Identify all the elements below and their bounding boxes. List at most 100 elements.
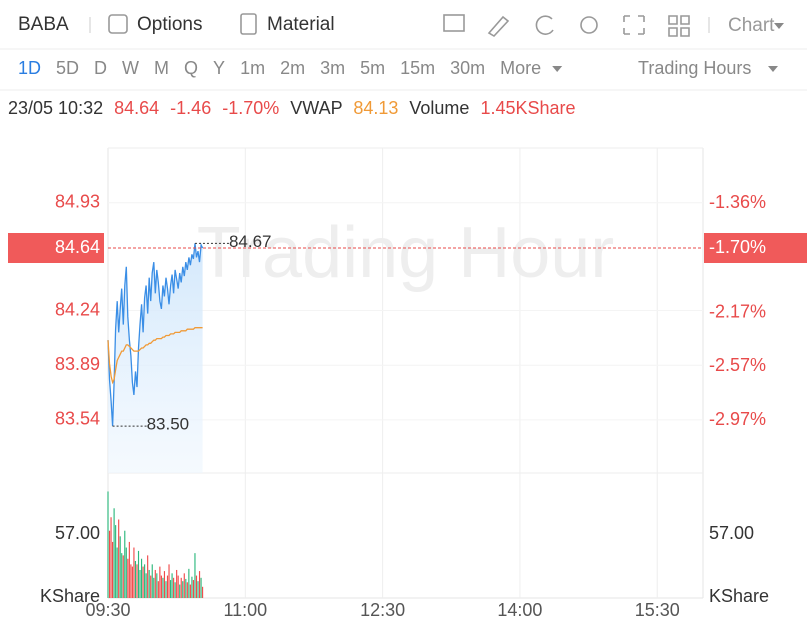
volume-bar: [163, 571, 166, 598]
period-button[interactable]: 1m: [240, 58, 265, 78]
period-button[interactable]: M: [154, 58, 169, 78]
quote-price: 84.64: [114, 98, 159, 118]
extreme-label: 83.50: [147, 415, 190, 434]
volume-bar: [202, 586, 204, 598]
volume-bar: [168, 564, 170, 598]
volume-bar: [121, 553, 123, 598]
options-icon[interactable]: [108, 14, 128, 34]
volume-bar: [173, 577, 175, 598]
volume-bar: [112, 541, 114, 598]
y2-tick-label: -2.17%: [709, 301, 766, 321]
last-price-tag: [8, 233, 104, 263]
dropdown-arrow: [774, 23, 784, 29]
period-button[interactable]: 5D: [56, 58, 79, 78]
period-button[interactable]: 1D: [18, 58, 41, 78]
volume-bar: [195, 575, 198, 598]
volume-bar: [137, 550, 140, 598]
settings-icon[interactable]: [580, 16, 598, 34]
volume-bar: [108, 530, 111, 598]
volume-bar: [166, 575, 169, 598]
volume-bar: [140, 558, 143, 598]
volume-bar: [180, 577, 182, 598]
material-button[interactable]: Material: [267, 14, 335, 35]
volume-bar: [142, 566, 144, 598]
x-tick-label: 09:30: [85, 600, 130, 620]
volume-bar: [125, 547, 127, 598]
period-button[interactable]: D: [94, 58, 107, 78]
volume-bar: [147, 555, 149, 598]
volume-bar: [154, 569, 156, 598]
period-button[interactable]: 30m: [450, 58, 485, 78]
volume-bar: [151, 564, 153, 598]
period-bar: 1D 5D D W M Q Y 1m 2m 3m 5m 15m 30m More: [18, 58, 563, 78]
volume-bar: [176, 569, 178, 598]
draw-icon[interactable]: [487, 15, 510, 38]
volume-bar: [191, 576, 193, 598]
volume-bar: [115, 525, 117, 598]
y-tick-label: 83.54: [55, 409, 100, 429]
volume-bar: [177, 575, 179, 598]
volume-bar: [174, 582, 176, 598]
volume-tick-label: 57.00: [709, 523, 754, 543]
volume-bar: [119, 536, 121, 598]
volume-bar: [200, 577, 202, 598]
layout-icon[interactable]: [668, 15, 690, 37]
volume-bar: [194, 553, 196, 598]
volume-label: Volume: [409, 98, 469, 118]
volume-bar: [165, 581, 167, 598]
volume-bar: [159, 566, 161, 598]
volume-bar: [107, 491, 109, 598]
extreme-label: 84.67: [229, 232, 272, 251]
volume-bar: [188, 568, 190, 598]
price-area: [108, 243, 203, 473]
period-button[interactable]: W: [122, 58, 139, 78]
quote-info: 23/05 10:32 84.64 -1.46 -1.70% VWAP 84.1…: [8, 98, 576, 118]
volume-bar: [156, 573, 158, 598]
period-button[interactable]: 3m: [320, 58, 345, 78]
vwap-line: [107, 327, 203, 385]
volume-bar: [130, 564, 132, 598]
quote-time: 23/05 10:32: [8, 98, 103, 118]
y2-tick-label: -2.97%: [709, 409, 766, 429]
period-button[interactable]: 2m: [280, 58, 305, 78]
period-button[interactable]: 15m: [400, 58, 435, 78]
last-price-label: 84.64: [55, 237, 100, 257]
volume-bar: [198, 571, 201, 598]
chart-type-button[interactable]: Chart: [728, 15, 775, 36]
volume-bar: [186, 582, 188, 598]
volume-bar: [148, 569, 150, 598]
volume-bar: [185, 578, 187, 598]
dropdown-arrow: [552, 66, 563, 72]
volume-bar: [136, 564, 138, 598]
quote-change: -1.46: [170, 98, 211, 118]
y-tick-label: 84.24: [55, 299, 100, 319]
indicator-icon[interactable]: [443, 14, 465, 32]
last-change-label: -1.70%: [709, 237, 766, 257]
volume-bar: [124, 530, 126, 598]
vwap-value: 84.13: [353, 98, 398, 118]
options-button[interactable]: Options: [137, 14, 202, 35]
period-button[interactable]: Q: [184, 58, 198, 78]
period-button[interactable]: More: [500, 58, 541, 78]
chart: Trading Hour 09:30 11:00 12:30 14:00 15:30 84.…: [8, 147, 807, 620]
volume-bar: [139, 569, 141, 598]
y2-tick-label: -1.36%: [709, 192, 766, 212]
volume-bar: [116, 547, 118, 598]
volume-bar: [118, 519, 120, 598]
fullscreen-icon[interactable]: [623, 15, 645, 35]
price-line: [107, 242, 204, 427]
volume-bar: [183, 573, 185, 598]
volume-bar: [192, 580, 195, 598]
refresh-icon[interactable]: [535, 15, 554, 35]
volume-bar: [145, 573, 147, 598]
period-button[interactable]: Y: [213, 58, 225, 78]
x-tick-label: 15:30: [635, 600, 680, 620]
period-button[interactable]: 5m: [360, 58, 385, 78]
volume-unit: KShare: [709, 586, 769, 606]
session-selector[interactable]: Trading Hours: [638, 58, 751, 78]
volume-bar: [113, 508, 115, 598]
x-tick-label: 12:30: [360, 600, 405, 620]
y2-tick-label: -2.57%: [709, 355, 766, 375]
material-icon[interactable]: [240, 13, 257, 35]
